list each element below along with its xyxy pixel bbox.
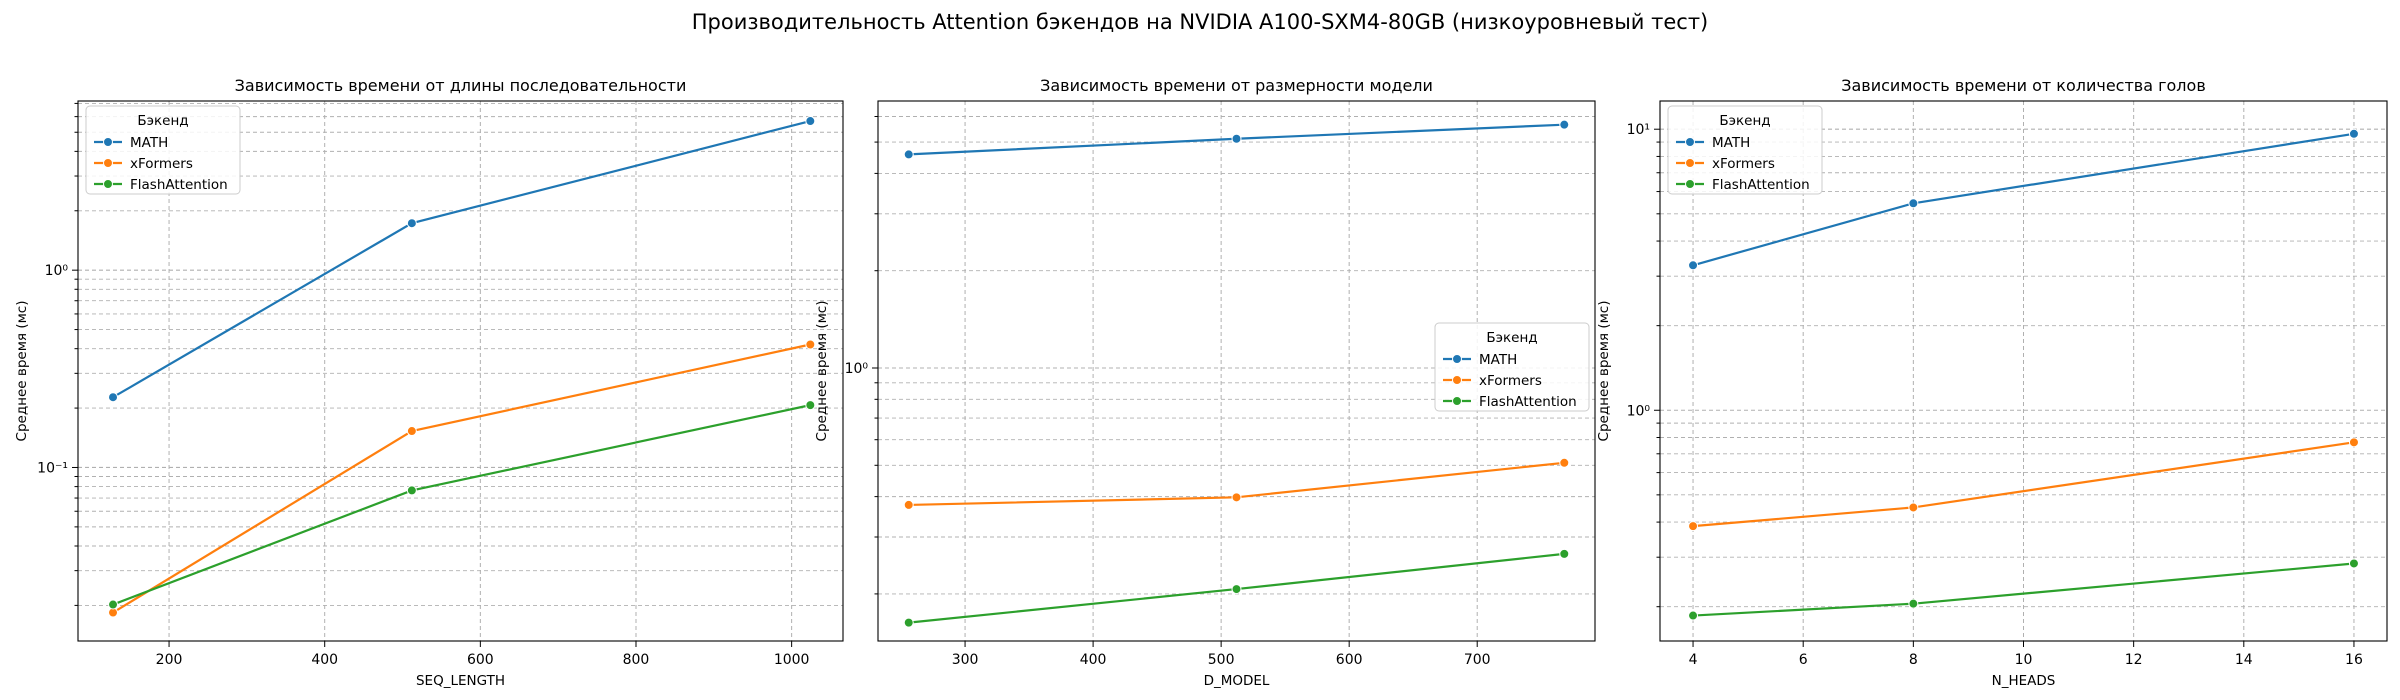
legend-entry-label: MATH [130, 135, 168, 151]
data-point-xformers [1559, 457, 1570, 468]
x-tick-label: 14 [2235, 652, 2253, 668]
x-tick-label: 700 [1464, 652, 1491, 668]
x-tick-label: 8 [1909, 652, 1918, 668]
data-point-math [2348, 128, 2359, 139]
series-line-xformers [112, 343, 811, 614]
x-tick-label: 400 [1080, 652, 1107, 668]
figure-title: Производительность Attention бэкендов на… [691, 10, 1709, 34]
data-point-math [1559, 119, 1570, 130]
legend-title: Бэкенд [1486, 330, 1537, 346]
legend-box [1667, 105, 1823, 195]
legend-entry-label: FlashAttention [130, 177, 228, 193]
data-point-xformers [903, 499, 914, 510]
data-point-math [1231, 133, 1242, 144]
data-point-flashattention [903, 617, 914, 628]
chart-panel-2: 300 400 500 600 700 10⁰ Зависимость времени от… [814, 76, 1596, 689]
data-point-xformers [1231, 492, 1242, 503]
legend-title: Бэкенд [1719, 113, 1770, 129]
data-point-math [805, 116, 816, 127]
x-tick-label: 4 [1689, 652, 1698, 668]
x-tick-label: 600 [1336, 652, 1363, 668]
y-axis-label: Среднее время (мс) [814, 301, 830, 442]
legend-entry-label: FlashAttention [1712, 177, 1810, 193]
legend-swatch-marker [1452, 354, 1462, 364]
legend-box [85, 105, 241, 195]
x-tick-label: 400 [311, 652, 338, 668]
chart-panel-3: 4 6 8 10 12 14 16 10⁰ 10¹ Зависимость времени от … [1596, 76, 2388, 689]
data-point-flashattention [1559, 548, 1570, 559]
x-tick-label: 300 [952, 652, 979, 668]
data-point-xformers [805, 339, 816, 350]
data-point-xformers [1908, 502, 1919, 513]
legend-title: Бэкенд [137, 113, 188, 129]
y-tick-label: 10⁰ [845, 361, 869, 377]
x-tick-label: 12 [2125, 652, 2143, 668]
legend-swatch-marker [1452, 396, 1462, 406]
legend: Бэкенд MATH xFormers FlashAttention [1667, 105, 1823, 195]
x-tick-label: 200 [156, 652, 183, 668]
y-tick-label: 10⁰ [1627, 403, 1651, 419]
data-point-math [1688, 260, 1699, 271]
data-point-flashattention [108, 599, 119, 610]
x-axis-label: D_MODEL [1204, 673, 1270, 689]
legend-entry-label: MATH [1712, 135, 1750, 151]
data-point-math [406, 218, 417, 229]
data-point-xformers [2348, 437, 2359, 448]
data-point-flashattention [1908, 598, 1919, 609]
data-point-xformers [1688, 521, 1699, 532]
data-point-flashattention [805, 400, 816, 411]
y-tick-label: 10⁻¹ [37, 460, 68, 476]
data-point-math [108, 392, 119, 403]
legend-entry-label: xFormers [1712, 156, 1775, 172]
data-point-flashattention [2348, 558, 2359, 569]
x-tick-label: 800 [623, 652, 650, 668]
legend-box [1434, 322, 1590, 412]
x-tick-label: 1000 [774, 652, 810, 668]
x-tick-label: 10 [2015, 652, 2033, 668]
plot-frame [77, 100, 844, 642]
chart-title: Зависимость времени от длины последовате… [235, 76, 687, 95]
legend-swatch-marker [1685, 179, 1695, 189]
legend-entry-label: MATH [1479, 352, 1517, 368]
y-tick-label: 10¹ [1627, 122, 1650, 138]
y-axis-label: Среднее время (мс) [14, 301, 30, 442]
legend-entry-label: xFormers [130, 156, 193, 172]
plot-frame [877, 100, 1596, 642]
legend-entry-label: xFormers [1479, 373, 1542, 389]
y-axis-label: Среднее время (мс) [1596, 301, 1612, 442]
data-point-math [903, 149, 914, 160]
chart-title: Зависимость времени от размерности модел… [1040, 76, 1433, 95]
legend-swatch-marker [1685, 158, 1695, 168]
x-tick-label: 6 [1799, 652, 1808, 668]
x-axis-label: N_HEADS [1992, 673, 2056, 689]
legend-swatch-marker [1685, 137, 1695, 147]
x-tick-label: 16 [2345, 652, 2363, 668]
x-tick-label: 500 [1208, 652, 1235, 668]
chart-title: Зависимость времени от количества голов [1841, 76, 2206, 95]
x-tick-label: 600 [467, 652, 494, 668]
x-axis-label: SEQ_LENGTH [416, 673, 505, 689]
data-point-math [1908, 198, 1919, 209]
plot-frame [1659, 100, 2388, 642]
legend: Бэкенд MATH xFormers FlashAttention [1434, 322, 1590, 412]
legend-swatch-marker [103, 137, 113, 147]
legend-swatch-marker [1452, 375, 1462, 385]
data-point-flashattention [1231, 584, 1242, 595]
data-point-flashattention [1688, 610, 1699, 621]
chart-panel-1: 200 400 600 800 1000 10⁻¹ 10⁰ Зависимость време… [14, 76, 844, 689]
data-point-xformers [406, 426, 417, 437]
legend-entry-label: FlashAttention [1479, 394, 1577, 410]
series-line-flashattention [112, 404, 811, 606]
y-tick-label: 10⁰ [45, 263, 69, 279]
legend-swatch-marker [103, 158, 113, 168]
legend: Бэкенд MATH xFormers FlashAttention [85, 105, 241, 195]
data-point-flashattention [406, 485, 417, 496]
legend-swatch-marker [103, 179, 113, 189]
